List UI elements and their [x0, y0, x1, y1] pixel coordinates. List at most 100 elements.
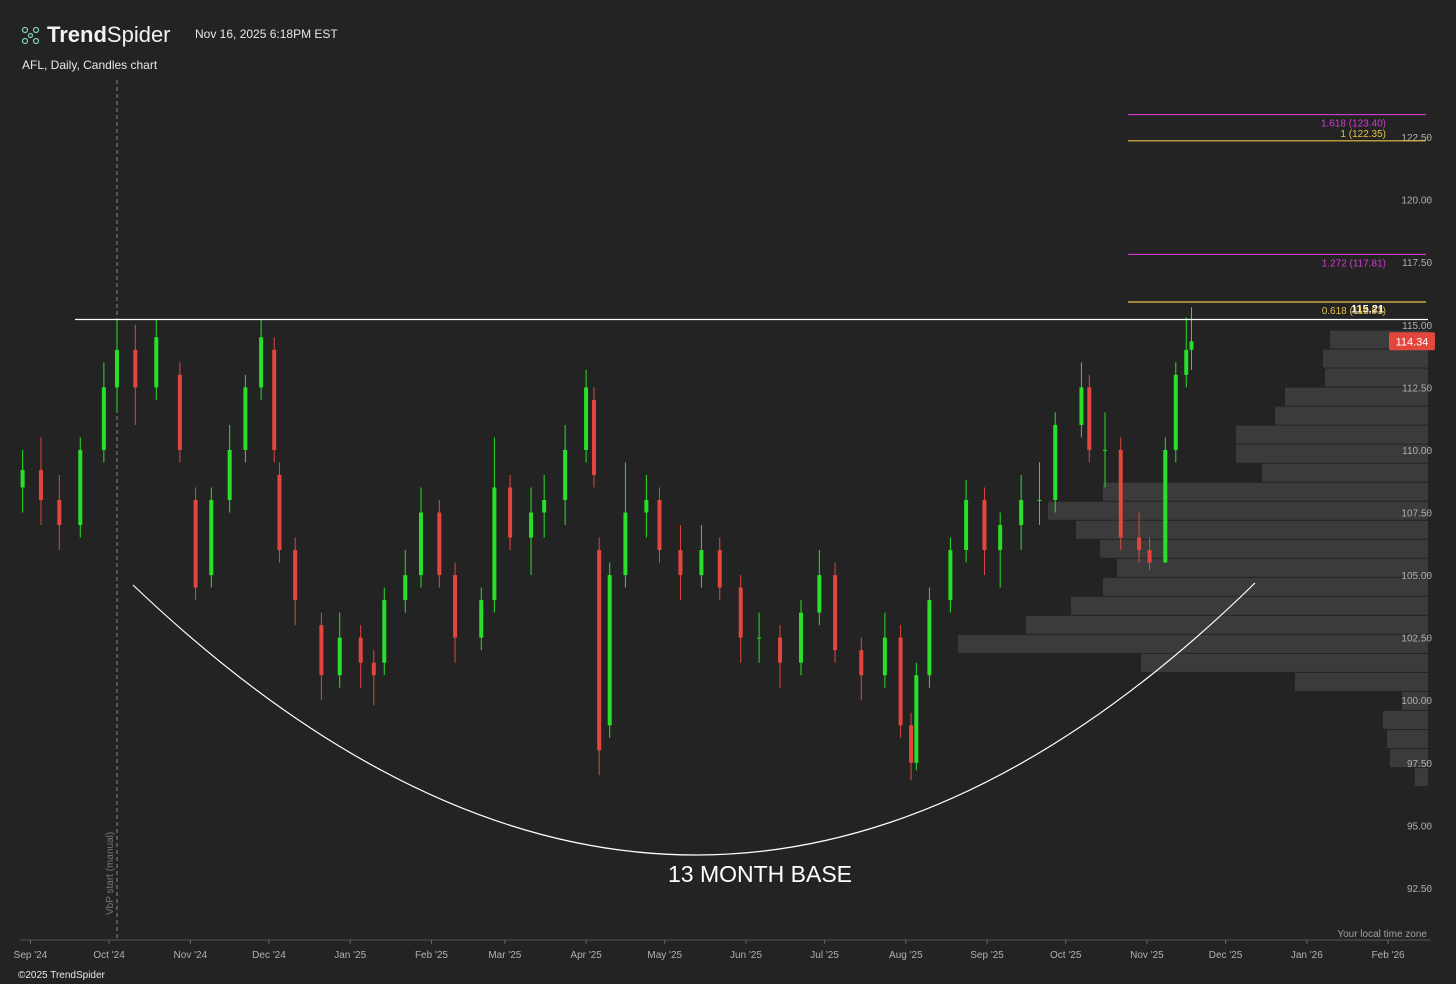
candle-body — [998, 525, 1003, 551]
candle-body — [948, 550, 953, 601]
candle-body — [607, 575, 612, 726]
candle-body — [293, 550, 298, 601]
candle-body — [859, 650, 864, 676]
volume-bar — [1325, 368, 1428, 387]
x-tick-label: Apr '25 — [570, 950, 602, 961]
x-tick-label: Oct '24 — [93, 950, 125, 961]
y-tick-label: 110.00 — [1402, 446, 1432, 457]
x-tick-label: Nov '24 — [174, 950, 208, 961]
x-tick-label: Jul '25 — [810, 950, 839, 961]
candle-body — [508, 487, 513, 538]
x-tick-label: Jan '26 — [1291, 950, 1323, 961]
subtitle: AFL, Daily, Candles chart — [22, 58, 158, 72]
candle-body — [799, 612, 804, 663]
volume-bar — [1076, 520, 1428, 539]
x-tick-label: Aug '25 — [889, 950, 923, 961]
candle-body — [209, 499, 214, 576]
candle-body — [1163, 449, 1168, 563]
candle-body — [597, 550, 602, 751]
candle-body — [1137, 537, 1142, 551]
fib-label: 1 (122.35) — [1340, 129, 1386, 140]
candle-body — [277, 474, 282, 551]
candle-body — [337, 637, 342, 676]
volume-bar — [958, 634, 1428, 653]
candle-body — [964, 499, 969, 551]
x-tick-label: Nov '25 — [1130, 950, 1164, 961]
y-tick-label: 102.50 — [1401, 634, 1432, 645]
volume-bar — [1141, 653, 1428, 672]
candle-body — [193, 499, 198, 588]
x-tick-label: Dec '25 — [1209, 950, 1243, 961]
candle-body — [817, 575, 822, 613]
brand: TrendSpider — [47, 22, 171, 47]
copyright: ©2025 TrendSpider — [18, 970, 106, 981]
candle-body — [101, 387, 106, 450]
candle-body — [882, 637, 887, 676]
volume-bar — [1236, 425, 1428, 444]
volume-bar — [1387, 730, 1428, 749]
fib-label: 1.272 (117.81) — [1322, 258, 1386, 269]
y-tick-label: 122.50 — [1401, 133, 1432, 144]
volume-bar — [1383, 710, 1428, 730]
candle-body — [757, 637, 762, 639]
candle-body — [243, 387, 248, 450]
candle-body — [914, 675, 919, 763]
volume-bar — [1026, 615, 1428, 634]
brand-light: Spider — [107, 22, 171, 47]
x-tick-label: Oct '25 — [1050, 950, 1082, 961]
candle-body — [1037, 499, 1042, 501]
candle-body — [1118, 449, 1123, 538]
candle-body — [133, 349, 138, 388]
y-tick-label: 97.50 — [1407, 759, 1432, 770]
candle-body — [20, 469, 25, 488]
x-tick-label: May '25 — [647, 950, 682, 961]
logo — [21, 26, 40, 45]
candle-body — [542, 499, 547, 513]
candle-body — [78, 449, 83, 526]
price-tag-label: 114.34 — [1396, 336, 1429, 348]
candle-body — [738, 587, 743, 638]
x-tick-label: Dec '24 — [252, 950, 286, 961]
volume-bar — [1295, 672, 1428, 691]
candle-body — [437, 512, 442, 576]
candle-body — [1079, 387, 1084, 425]
volume-bar — [1285, 387, 1428, 406]
volume-bar — [1103, 482, 1428, 501]
y-tick-label: 95.00 — [1407, 821, 1432, 832]
base-arc — [132, 582, 1256, 856]
candle-body — [492, 487, 497, 601]
candle-body — [529, 512, 534, 538]
fib-label: 1.618 (123.40) — [1321, 119, 1386, 130]
candle-body — [563, 449, 568, 500]
y-tick-label: 117.50 — [1402, 258, 1432, 269]
candle-body — [403, 575, 408, 601]
y-tick-label: 107.50 — [1401, 509, 1432, 520]
candle-body — [1019, 499, 1024, 526]
volume-bar — [1048, 501, 1428, 520]
volume-bar — [1390, 749, 1428, 768]
candle-body — [382, 600, 387, 663]
vbp-label: VbP start (manual) — [105, 832, 116, 915]
x-tick-label: Sep '24 — [14, 950, 48, 961]
y-tick-label: 105.00 — [1401, 571, 1432, 582]
volume-bar — [1275, 406, 1428, 425]
annotation: 13 MONTH BASE — [668, 861, 852, 887]
y-tick-label: 100.00 — [1401, 696, 1432, 707]
volume-bar — [1323, 349, 1428, 368]
candle-body — [453, 575, 458, 638]
candle-body — [57, 499, 62, 526]
volume-bar — [1071, 596, 1428, 615]
candle-body — [1147, 550, 1152, 563]
candle-body — [699, 550, 704, 576]
price-tag — [1389, 332, 1435, 351]
y-tick-label: 92.50 — [1407, 884, 1432, 895]
candle-body — [272, 349, 277, 450]
volume-bar — [1103, 577, 1428, 596]
volume-bar — [1402, 691, 1428, 710]
candle-body — [833, 575, 838, 651]
candle-body — [479, 600, 484, 638]
candle-body — [1173, 374, 1178, 450]
candle-body — [1087, 387, 1092, 450]
candle-body — [418, 512, 423, 576]
